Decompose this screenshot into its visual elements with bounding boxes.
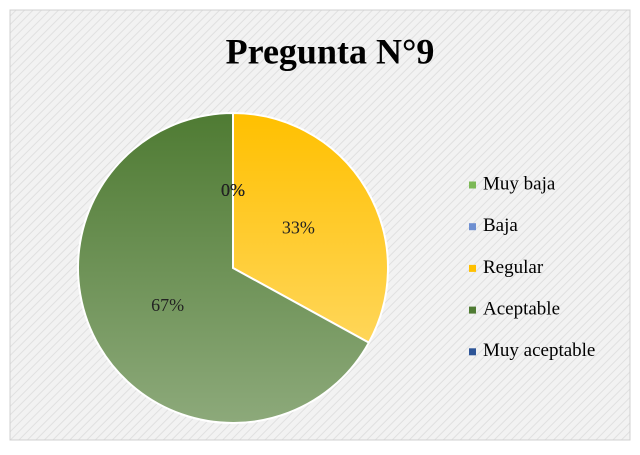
legend-label: Baja [483, 215, 518, 236]
data-label: 0% [221, 180, 245, 200]
slice-shade [77, 113, 369, 423]
legend-label: Regular [483, 257, 544, 278]
chart-title: Pregunta N°9 [226, 31, 435, 71]
legend-marker [469, 181, 476, 189]
legend-marker [469, 264, 476, 272]
legend-label: Muy aceptable [483, 340, 595, 361]
data-label: 67% [151, 295, 184, 315]
legend-label: Aceptable [483, 298, 560, 319]
data-label: 33% [282, 217, 315, 237]
legend-label: Muy baja [483, 173, 556, 194]
slice-shade [233, 113, 388, 343]
legend-marker [469, 223, 476, 231]
data-label: 0% [221, 180, 245, 200]
data-label: 0% [221, 180, 245, 200]
legend-marker [469, 348, 476, 356]
legend-marker [469, 306, 476, 314]
